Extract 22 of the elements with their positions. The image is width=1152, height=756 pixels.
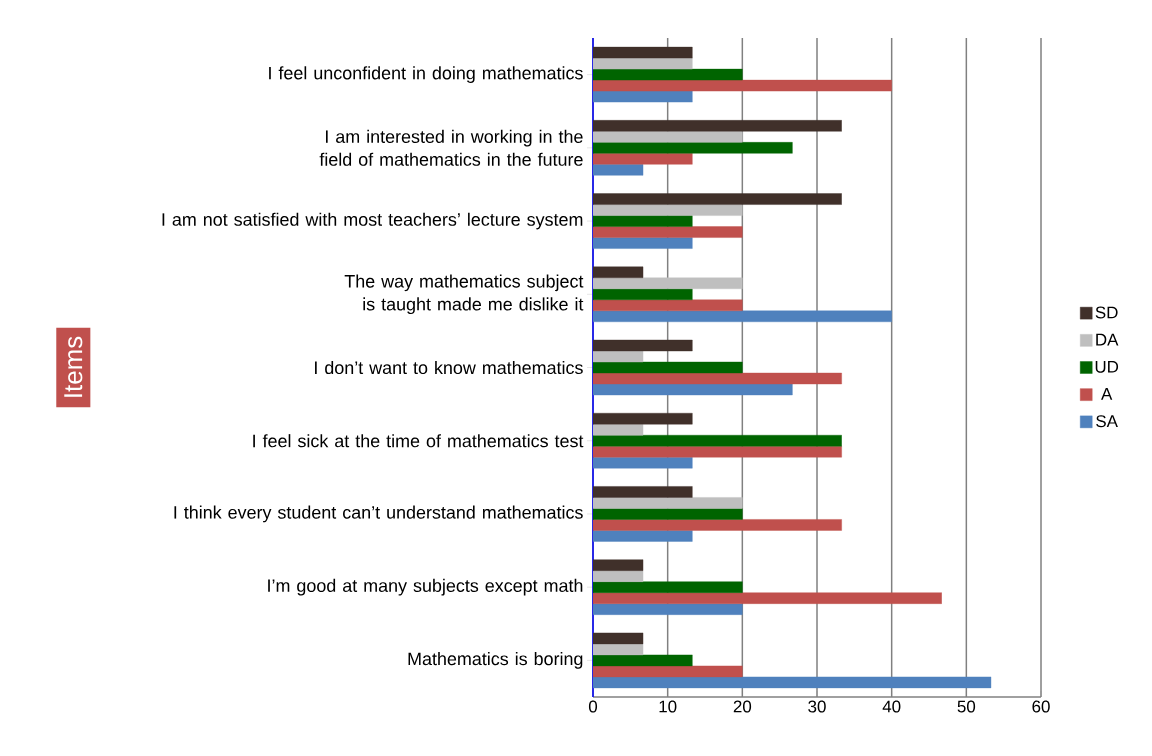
x-tick-label: 40 [882, 700, 901, 713]
y-tick-label: I feel sick at the time of mathematics test [253, 434, 584, 448]
legend-label: UD [1095, 360, 1119, 373]
y-tick-label: The way mathematics subject is taught made me dislike it [344, 274, 584, 315]
y-axis-title: Items [64, 336, 83, 397]
y-tick-label: I’m good at many subjects except math [268, 578, 583, 596]
legend-label: A [1101, 388, 1113, 400]
x-tick-label: 20 [733, 700, 752, 713]
legend-label: DA [1096, 333, 1119, 346]
legend-label: SD [1095, 306, 1118, 319]
y-tick-label: I am not satisfied with most teachers’ lecture system [162, 212, 583, 230]
x-tick-label: 0 [588, 700, 598, 713]
x-tick-label: 60 [1032, 700, 1050, 713]
x-tick-label: 10 [659, 700, 677, 713]
y-tick-label: I don’t want to know mathematics [315, 360, 583, 375]
legend-label: SA [1096, 415, 1118, 428]
y-tick-label: I think every student can’t understand mathematics [174, 505, 583, 523]
x-tick-label: 50 [957, 700, 976, 713]
x-tick-label: 30 [808, 700, 826, 713]
y-tick-label: I am interested in working in the field of mathematics in the future [319, 129, 583, 166]
y-tick-label: I feel unconfident in doing mathematics [269, 66, 583, 83]
y-tick-label: Mathematics is boring [408, 652, 583, 669]
